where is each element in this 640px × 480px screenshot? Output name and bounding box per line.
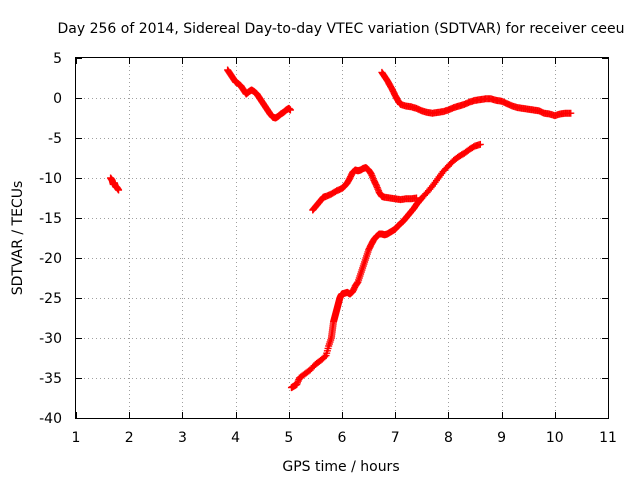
x-tick-label: 2	[125, 430, 134, 446]
plot-frame	[75, 57, 609, 419]
data-point	[286, 106, 294, 114]
data-point	[567, 109, 575, 117]
y-tick-label: -15	[39, 211, 62, 227]
x-tick-label: 10	[546, 430, 564, 446]
y-tick-label: -35	[39, 371, 62, 387]
series-arc-2	[224, 66, 294, 122]
x-tick-label: 3	[178, 430, 187, 446]
series-arc-3	[378, 68, 575, 120]
y-tick-labels: 5 0 -5 -10 -15 -20 -25 -30 -35 -40	[39, 51, 62, 427]
grid	[76, 58, 608, 418]
x-tick-label: 6	[338, 430, 347, 446]
y-tick-label: -25	[39, 291, 62, 307]
x-tick-label: 1	[72, 430, 81, 446]
y-tick-label: -30	[39, 331, 62, 347]
x-tick-labels: 1 2 3 4 5 6 7 8 9 10 11	[72, 430, 617, 446]
axis-ticks	[76, 58, 609, 419]
y-tick-label: 0	[53, 91, 62, 107]
x-tick-label: 11	[599, 430, 617, 446]
x-tick-label: 7	[391, 430, 400, 446]
x-tick-label: 4	[231, 430, 240, 446]
chart-title: Day 256 of 2014, Sidereal Day-to-day VTE…	[57, 21, 624, 37]
x-tick-label: 9	[497, 430, 506, 446]
series-arc-5	[287, 140, 484, 392]
data-point	[476, 140, 484, 148]
data-series	[107, 66, 575, 392]
x-axis-label: GPS time / hours	[282, 459, 399, 475]
y-tick-label: 5	[53, 51, 62, 67]
y-tick-label: -10	[39, 171, 62, 187]
series-arc-1	[107, 174, 123, 194]
y-axis-label: SDTVAR / TECUs	[10, 181, 26, 296]
series-arc-4	[309, 164, 420, 214]
y-tick-label: -20	[39, 251, 62, 267]
y-tick-label: -5	[48, 131, 62, 147]
data-point	[115, 186, 123, 194]
x-tick-label: 8	[444, 430, 453, 446]
y-tick-label: -40	[39, 411, 62, 427]
x-tick-label: 5	[284, 430, 293, 446]
data-point	[321, 353, 329, 361]
